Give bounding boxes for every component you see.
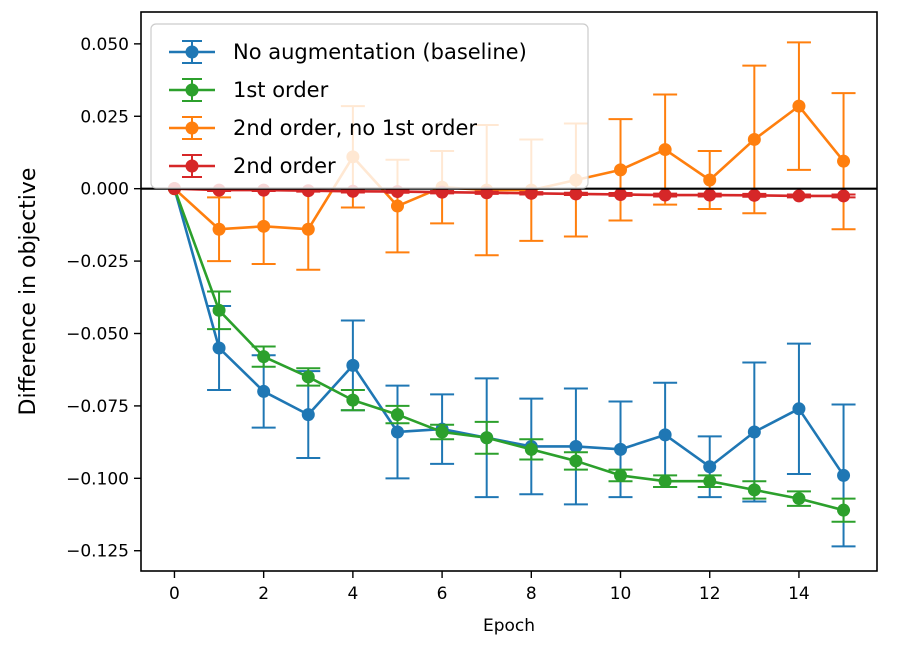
data-point: [837, 154, 851, 168]
x-tick-label: 2: [258, 584, 269, 604]
x-tick-label: 4: [347, 584, 358, 604]
data-point: [524, 186, 538, 200]
x-tick-label: 6: [437, 584, 448, 604]
y-tick-label: −0.100: [66, 469, 129, 489]
x-tick-label: 0: [169, 584, 180, 604]
y-tick-label: −0.050: [66, 324, 129, 344]
legend-label: 2nd order: [233, 154, 336, 178]
data-point: [257, 219, 271, 233]
x-tick-label: 8: [526, 584, 537, 604]
data-point: [212, 303, 226, 317]
data-point: [569, 187, 583, 201]
data-point: [792, 189, 806, 203]
data-point: [390, 408, 404, 422]
y-tick-label: −0.025: [66, 252, 129, 272]
data-point: [614, 163, 628, 177]
data-point: [212, 341, 226, 355]
legend: No augmentation (baseline) 1st order 2nd o…: [150, 23, 589, 189]
series-line: [173, 188, 845, 477]
data-point: [703, 460, 717, 474]
data-point: [792, 402, 806, 416]
series-line: [173, 188, 844, 512]
data-point: [747, 188, 761, 202]
data-point: [569, 439, 583, 453]
x-tick-label: 12: [699, 584, 721, 604]
data-point: [614, 442, 628, 456]
data-point: [301, 222, 315, 236]
y-tick-label: 0.025: [80, 107, 129, 127]
series-line: [174, 187, 844, 198]
data-point: [390, 425, 404, 439]
data-point: [614, 187, 628, 201]
y-axis-title: Difference in objective: [16, 168, 41, 416]
data-point: [837, 468, 851, 482]
data-point: [257, 350, 271, 364]
legend-marker: [185, 45, 199, 59]
data-point: [747, 425, 761, 439]
data-point: [658, 474, 672, 488]
legend-box: [150, 23, 589, 189]
data-point: [346, 393, 360, 407]
x-tick-label: 10: [610, 584, 632, 604]
data-point: [480, 431, 494, 445]
y-tick-label: 0.000: [80, 180, 129, 200]
series-line: [173, 104, 845, 231]
data-point: [703, 474, 717, 488]
legend-marker: [185, 159, 199, 173]
x-tick-label: 14: [788, 584, 810, 604]
data-point: [524, 442, 538, 456]
y-tick-label: 0.050: [80, 35, 129, 55]
data-point: [257, 384, 271, 398]
data-point: [346, 358, 360, 372]
axes-layer: 0 2 4 6 8 10 12 14 0.050 0.025 0.000 −0.025 −0.050 −0…: [16, 11, 878, 636]
data-point: [569, 454, 583, 468]
legend-label: No augmentation (baseline): [233, 40, 527, 64]
data-point: [747, 483, 761, 497]
data-point: [658, 188, 672, 202]
data-point: [703, 188, 717, 202]
data-point: [792, 492, 806, 506]
data-point: [435, 425, 449, 439]
data-point: [390, 199, 404, 213]
data-point: [212, 222, 226, 236]
y-tick-label: −0.125: [66, 542, 129, 562]
legend-label: 2nd order, no 1st order: [233, 116, 477, 140]
data-point: [658, 143, 672, 157]
data-point: [301, 370, 315, 384]
y-tick-label: −0.075: [66, 397, 129, 417]
data-point: [837, 503, 851, 517]
legend-marker: [185, 121, 199, 135]
legend-marker: [185, 83, 199, 97]
legend-label: 1st order: [233, 78, 329, 102]
data-point: [703, 173, 717, 187]
axes-frame: [140, 11, 878, 572]
data-point: [792, 99, 806, 113]
data-point: [747, 132, 761, 146]
data-point: [658, 428, 672, 442]
data-point: [614, 468, 628, 482]
data-point: [301, 408, 315, 422]
series-3: [167, 41, 856, 271]
data-point: [837, 189, 851, 203]
x-axis-title: Epoch: [483, 616, 535, 636]
